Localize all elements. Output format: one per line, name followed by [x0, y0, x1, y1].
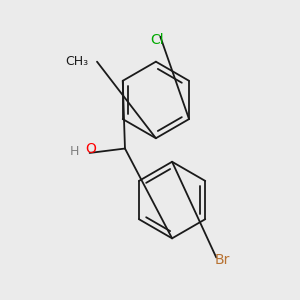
Text: O: O: [86, 142, 97, 155]
Text: H: H: [70, 145, 80, 158]
Text: Br: Br: [214, 254, 230, 267]
Text: CH₃: CH₃: [65, 55, 88, 68]
Text: Cl: Cl: [151, 33, 164, 46]
